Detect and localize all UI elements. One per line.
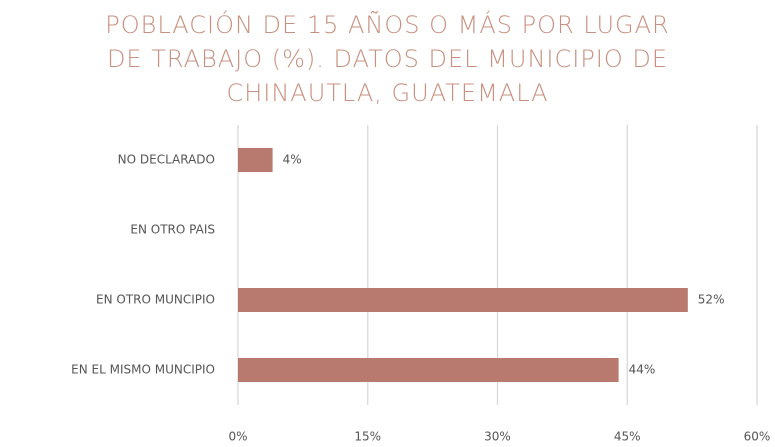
bar	[238, 288, 688, 312]
y-tick-label: EN EL MISMO MUNCIPIO	[71, 363, 215, 377]
data-label: 52%	[698, 293, 725, 307]
bar	[238, 358, 619, 382]
y-tick-label: EN OTRO PAIS	[130, 223, 215, 237]
x-tick-label: 30%	[484, 430, 511, 444]
chart-title: POBLACIÓN DE 15 AÑOS O MÁS POR LUGAR DE …	[105, 11, 670, 107]
data-label: 4%	[283, 153, 302, 167]
x-tick-label: 15%	[354, 430, 381, 444]
data-label: 44%	[629, 363, 656, 377]
x-tick-label: 60%	[744, 430, 771, 444]
bar	[238, 148, 273, 172]
y-tick-label: NO DECLARADO	[118, 153, 215, 167]
y-tick-label: EN OTRO MUNCIPIO	[96, 293, 215, 307]
x-tick-label: 0%	[228, 430, 247, 444]
x-tick-label: 45%	[614, 430, 641, 444]
